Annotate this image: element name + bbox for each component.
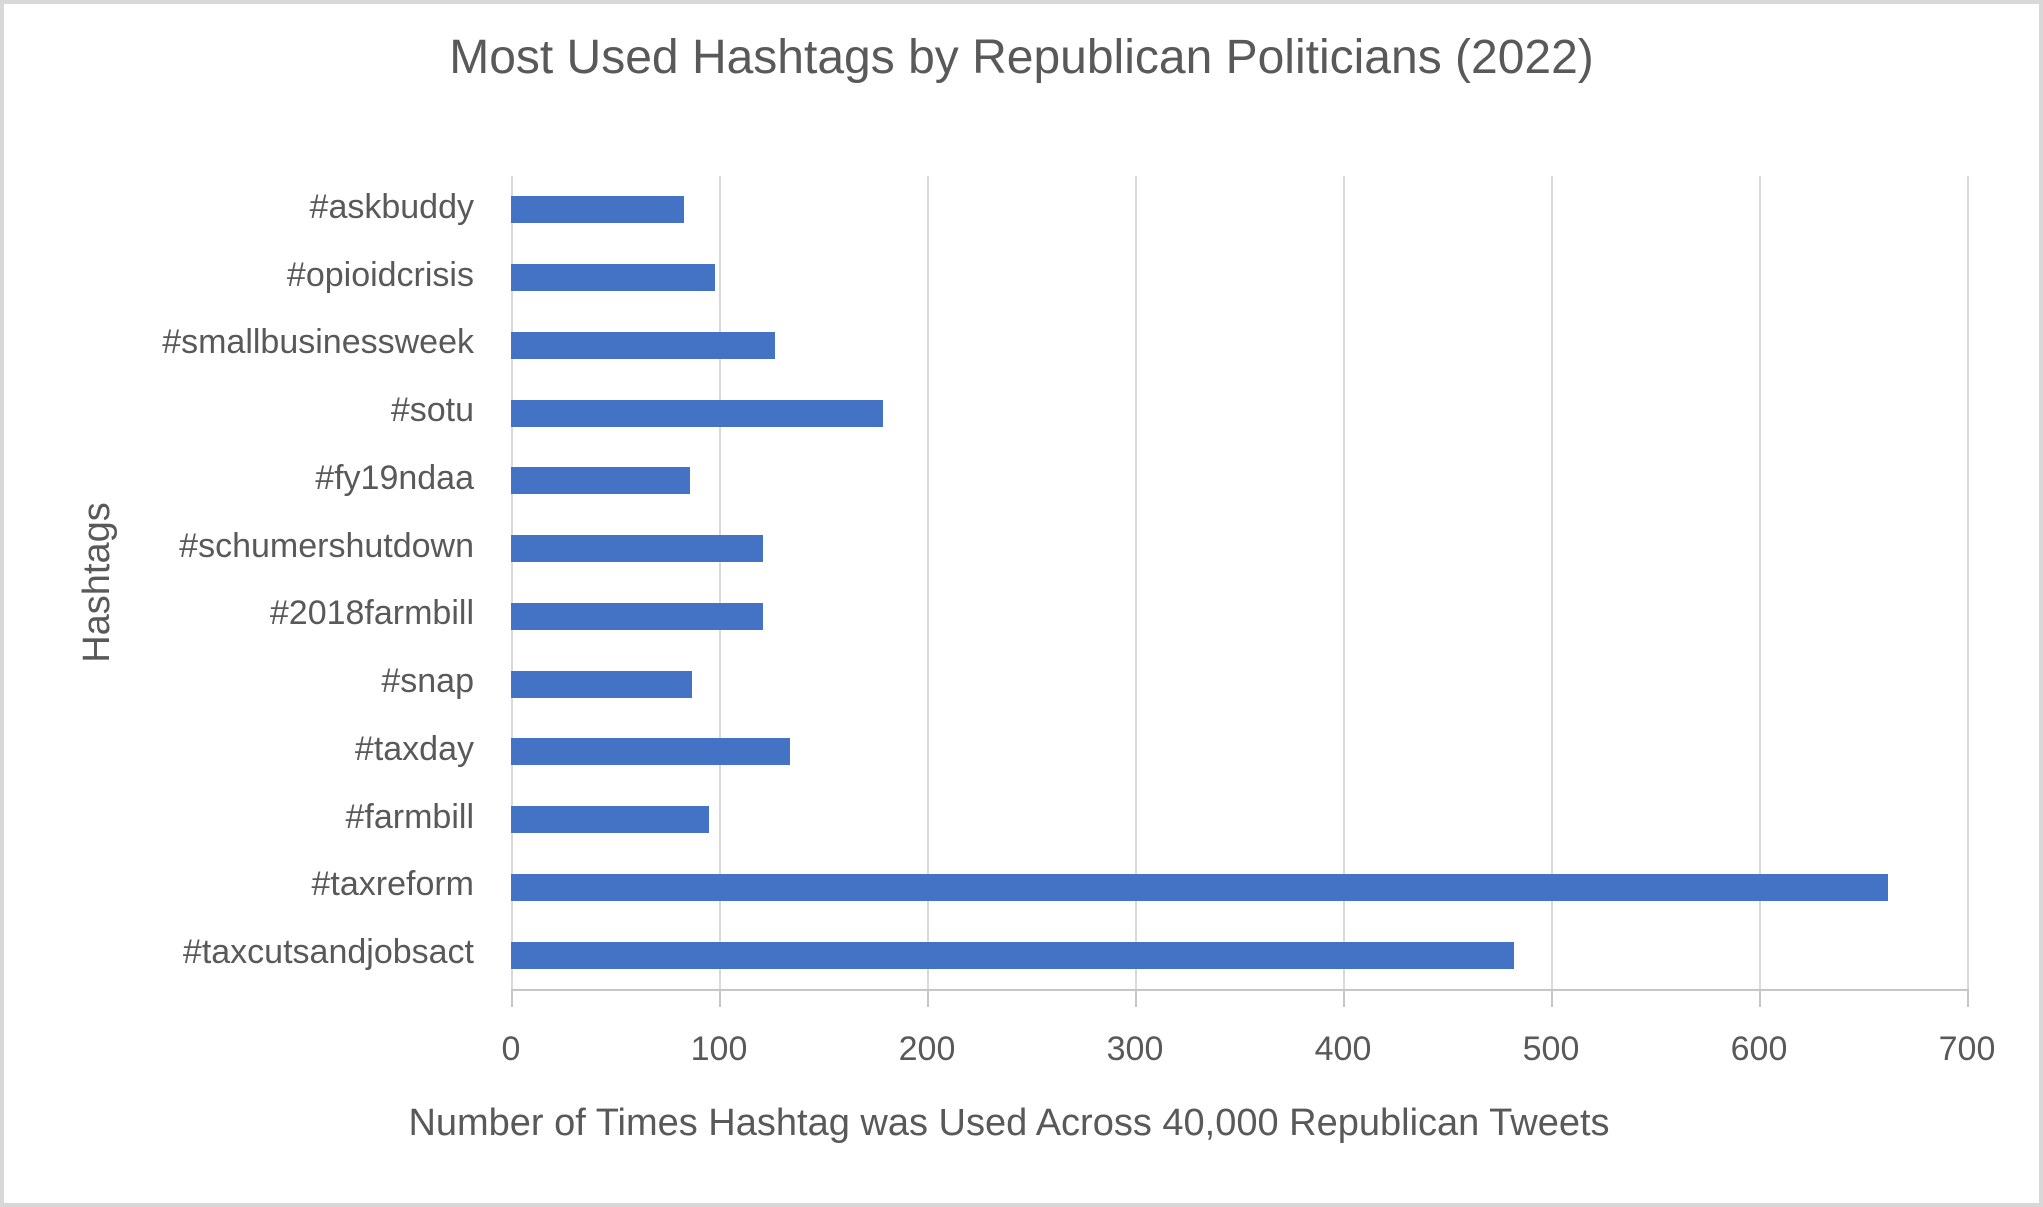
chart-row: #smallbusinessweek bbox=[4, 312, 2039, 380]
chart-row: #taxreform bbox=[4, 854, 2039, 922]
category-label: #schumershutdown bbox=[179, 526, 474, 565]
x-axis-line bbox=[511, 989, 1969, 991]
chart-row: #farmbill bbox=[4, 786, 2039, 854]
bar bbox=[511, 196, 684, 224]
category-label: #smallbusinessweek bbox=[162, 323, 474, 362]
chart-row: #askbuddy bbox=[4, 176, 2039, 244]
x-tick-mark bbox=[1967, 989, 1969, 1007]
category-label: #taxcutsandjobsact bbox=[182, 933, 474, 972]
bar bbox=[511, 670, 692, 698]
category-label: #2018farmbill bbox=[269, 594, 474, 633]
gridline bbox=[511, 176, 513, 989]
chart-row: #opioidcrisis bbox=[4, 244, 2039, 312]
category-label: #askbuddy bbox=[309, 187, 474, 226]
bar bbox=[511, 331, 776, 359]
x-tick-mark bbox=[1551, 989, 1553, 1007]
bar bbox=[511, 602, 763, 630]
gridline bbox=[927, 176, 929, 989]
category-label: #snap bbox=[381, 662, 474, 701]
bar bbox=[511, 264, 715, 292]
x-tick-mark bbox=[511, 989, 513, 1007]
bar bbox=[511, 806, 709, 834]
category-label: #farmbill bbox=[345, 797, 474, 836]
bar bbox=[511, 738, 790, 766]
x-tick-label: 700 bbox=[1938, 1030, 1996, 1068]
chart-row: #schumershutdown bbox=[4, 515, 2039, 583]
chart-row: #2018farmbill bbox=[4, 583, 2039, 651]
category-label: #taxday bbox=[354, 729, 474, 768]
chart-title: Most Used Hashtags by Republican Politic… bbox=[449, 31, 1594, 84]
x-tick-label: 200 bbox=[898, 1030, 956, 1068]
x-tick-label: 600 bbox=[1730, 1030, 1788, 1068]
gridline bbox=[1759, 176, 1761, 989]
bar bbox=[511, 467, 690, 495]
x-tick-label: 0 bbox=[501, 1030, 521, 1068]
bar bbox=[511, 873, 1888, 901]
category-label: #fy19ndaa bbox=[315, 458, 474, 497]
x-tick-mark bbox=[719, 989, 721, 1007]
x-tick-mark bbox=[1343, 989, 1345, 1007]
x-tick-mark bbox=[1759, 989, 1761, 1007]
chart-row: #sotu bbox=[4, 379, 2039, 447]
x-tick-label: 300 bbox=[1106, 1030, 1164, 1068]
gridline bbox=[1967, 176, 1969, 989]
category-label: #opioidcrisis bbox=[286, 255, 474, 294]
chart-row: #taxday bbox=[4, 718, 2039, 786]
x-tick-mark bbox=[927, 989, 929, 1007]
category-label: #sotu bbox=[390, 391, 474, 430]
plot-area bbox=[511, 176, 1969, 989]
bar bbox=[511, 535, 763, 563]
x-tick-label: 400 bbox=[1314, 1030, 1372, 1068]
x-axis-title: Number of Times Hashtag was Used Across … bbox=[408, 1102, 1610, 1144]
bar bbox=[511, 399, 884, 427]
x-tick-label: 100 bbox=[690, 1030, 748, 1068]
x-tick-label: 500 bbox=[1522, 1030, 1580, 1068]
x-tick-mark bbox=[1135, 989, 1137, 1007]
category-label: #taxreform bbox=[311, 865, 475, 904]
chart-row: #fy19ndaa bbox=[4, 447, 2039, 515]
chart-row: #snap bbox=[4, 650, 2039, 718]
gridline bbox=[1551, 176, 1553, 989]
gridline bbox=[1135, 176, 1137, 989]
bar bbox=[511, 941, 1514, 969]
gridline bbox=[1343, 176, 1345, 989]
chart-row: #taxcutsandjobsact bbox=[4, 921, 2039, 989]
gridline bbox=[719, 176, 721, 989]
